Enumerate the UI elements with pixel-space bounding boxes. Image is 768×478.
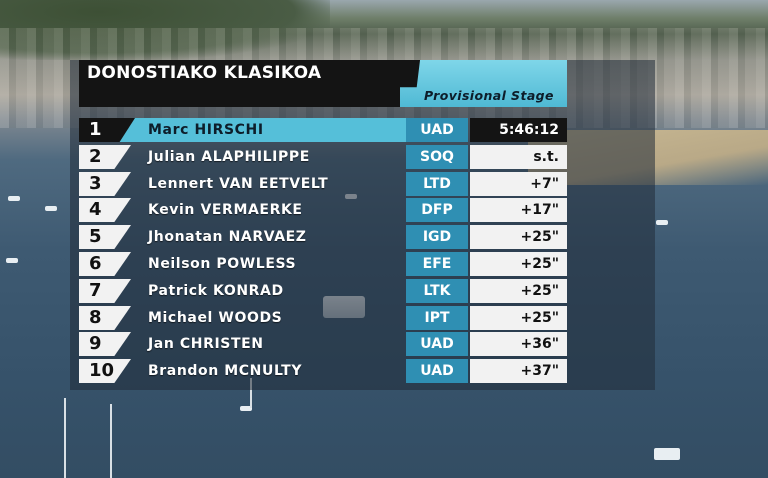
rider-name: Jan CHRISTEN <box>148 336 264 352</box>
team-code: IPT <box>406 306 468 330</box>
rider-name: Marc HIRSCHI <box>148 122 264 138</box>
team-code: DFP <box>406 198 468 222</box>
result-row: 7 Patrick KONRAD LTK +25" <box>79 279 567 303</box>
result-row: 2 Julian ALAPHILIPPE SOQ s.t. <box>79 145 567 169</box>
rider-name: Lennert VAN EETVELT <box>148 176 329 192</box>
rank-number: 6 <box>79 252 131 276</box>
leader-highlight <box>119 118 445 142</box>
rider-name: Julian ALAPHILIPPE <box>148 149 310 165</box>
boat <box>6 258 18 263</box>
rider-name: Michael WOODS <box>148 310 283 326</box>
rank-number: 5 <box>79 225 131 249</box>
boat <box>656 220 668 225</box>
sailboat-mast <box>250 378 252 408</box>
rider-name: Kevin VERMAERKE <box>148 202 303 218</box>
result-row: 8 Michael WOODS IPT +25" <box>79 306 567 330</box>
rank-number: 10 <box>79 359 131 383</box>
team-code: LTK <box>406 279 468 303</box>
time-gap: +17" <box>470 198 567 222</box>
time-gap: +25" <box>470 279 567 303</box>
boat <box>8 196 20 201</box>
rank-number: 1 <box>79 118 119 142</box>
boat <box>654 448 680 460</box>
rank-number: 3 <box>79 172 131 196</box>
team-code: UAD <box>406 118 468 142</box>
time-gap: +25" <box>470 225 567 249</box>
sailboat-mast <box>110 404 112 478</box>
team-code: UAD <box>406 332 468 356</box>
stage-label: Provisional Stage <box>424 88 554 103</box>
team-code: UAD <box>406 359 468 383</box>
team-code: SOQ <box>406 145 468 169</box>
sailboat-mast <box>64 398 66 478</box>
time-gap: s.t. <box>470 145 567 169</box>
rider-name: Neilson POWLESS <box>148 256 297 272</box>
time-gap: +7" <box>470 172 567 196</box>
result-row: 3 Lennert VAN EETVELT LTD +7" <box>79 172 567 196</box>
result-row: 6 Neilson POWLESS EFE +25" <box>79 252 567 276</box>
rank-number: 2 <box>79 145 131 169</box>
result-row: 10 Brandon MCNULTY UAD +37" <box>79 359 567 383</box>
team-code: EFE <box>406 252 468 276</box>
rank-number: 8 <box>79 306 131 330</box>
time-gap: +36" <box>470 332 567 356</box>
rider-name: Jhonatan NARVAEZ <box>148 229 307 245</box>
result-row: 5 Jhonatan NARVAEZ IGD +25" <box>79 225 567 249</box>
hillside <box>0 0 330 60</box>
rank-number: 9 <box>79 332 131 356</box>
time-gap: 5:46:12 <box>470 118 567 142</box>
result-row-leader: 1 Marc HIRSCHI UAD 5:46:12 <box>79 118 567 142</box>
rider-name: Brandon MCNULTY <box>148 363 303 379</box>
race-title: DONOSTIAKO KLASIKOA <box>87 63 322 83</box>
team-code: IGD <box>406 225 468 249</box>
result-row: 9 Jan CHRISTEN UAD +36" <box>79 332 567 356</box>
stage-tab <box>400 60 567 107</box>
rank-number: 4 <box>79 198 131 222</box>
rank-number: 7 <box>79 279 131 303</box>
rider-name: Patrick KONRAD <box>148 283 284 299</box>
result-row: 4 Kevin VERMAERKE DFP +17" <box>79 198 567 222</box>
time-gap: +25" <box>470 306 567 330</box>
team-code: LTD <box>406 172 468 196</box>
boat <box>240 406 252 411</box>
boat <box>45 206 57 211</box>
time-gap: +25" <box>470 252 567 276</box>
time-gap: +37" <box>470 359 567 383</box>
